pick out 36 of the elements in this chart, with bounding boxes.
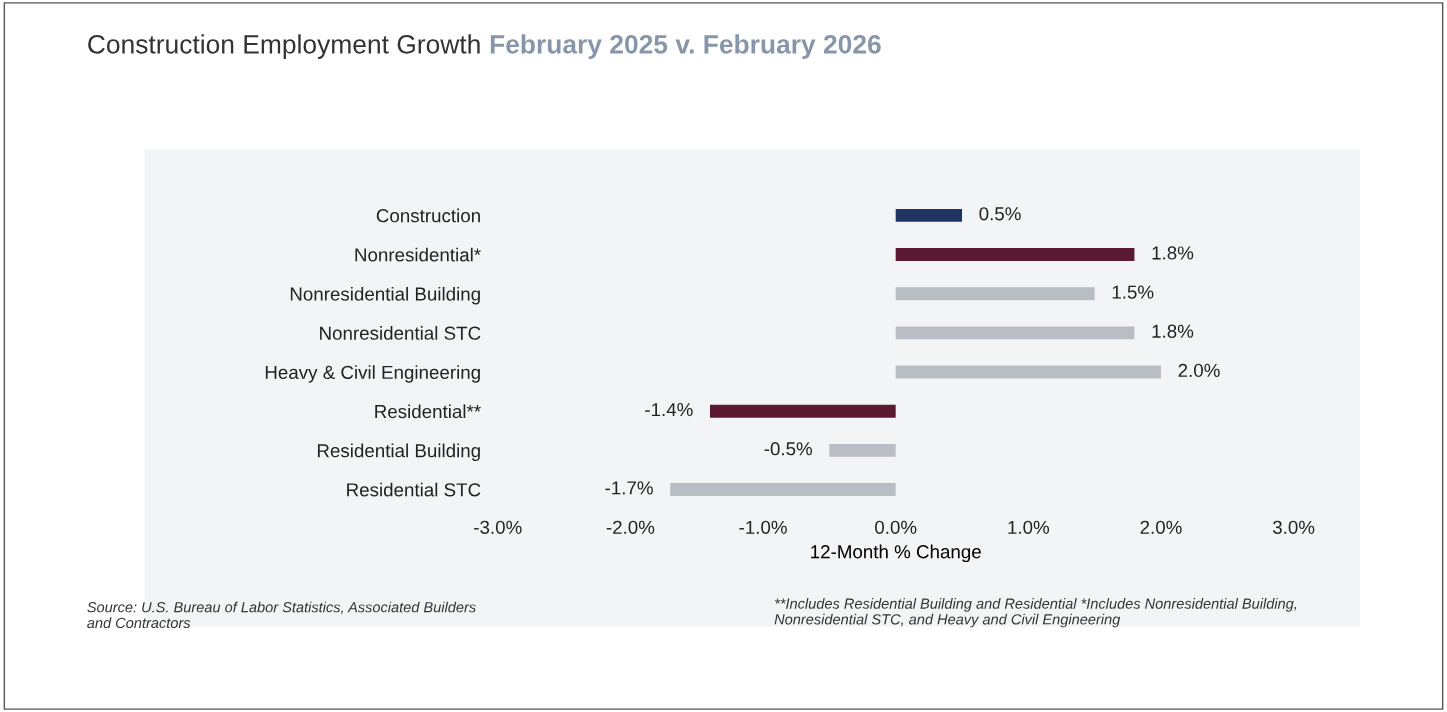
bar (895, 248, 1135, 261)
bar (895, 287, 1095, 301)
data-label: 1.8% (1152, 324, 1194, 338)
data-label: 1.8% (1152, 246, 1194, 260)
bar (709, 404, 896, 418)
x-tick-label: 0.0% (875, 520, 917, 534)
data-label: -1.7% (605, 481, 653, 495)
x-tick-label: -2.0% (606, 520, 655, 534)
y-tick-label: Residential STC (347, 482, 481, 497)
bar (829, 443, 896, 457)
data-label: 0.5% (979, 207, 1021, 221)
y-tick-label: Nonresidential* (355, 247, 481, 262)
bar (895, 208, 963, 222)
data-label: -0.5% (764, 442, 813, 456)
x-axis-title: 12-Month % Change (811, 544, 981, 563)
chart-subtitle: February 2025 v. February 2026 (490, 34, 881, 59)
bar (895, 326, 1135, 340)
y-tick-label: Residential** (375, 404, 481, 419)
x-tick-label: -3.0% (474, 520, 522, 534)
text: **Includes Residential Building and Residential *Includes Nonresidential Building, Nonresidential STC, and Heavy and Civil Engineering (774, 598, 1297, 628)
y-tick-label: Heavy & Civil Engineering (265, 365, 480, 383)
x-tick-label: -1.0% (739, 520, 787, 534)
text: Construction Employment Growth (88, 34, 480, 59)
data-label: 1.5% (1112, 285, 1154, 299)
source-note: Source: U.S. Bureau of Labor Statistics, Associated Builders and Contractors (87, 601, 476, 629)
data-label: -1.4% (645, 403, 693, 417)
y-tick-label: Construction (376, 208, 480, 223)
y-tick-label: Residential Building (317, 443, 480, 462)
x-tick-label: 3.0% (1272, 520, 1315, 534)
bar (895, 365, 1161, 379)
x-tick-label: 1.0% (1008, 520, 1050, 534)
x-tick-label: 2.0% (1140, 520, 1182, 534)
data-label: 2.0% (1178, 363, 1220, 378)
bar (670, 483, 896, 496)
y-tick-label: Nonresidential Building (290, 286, 480, 305)
y-tick-label: Nonresidential STC (320, 326, 481, 340)
